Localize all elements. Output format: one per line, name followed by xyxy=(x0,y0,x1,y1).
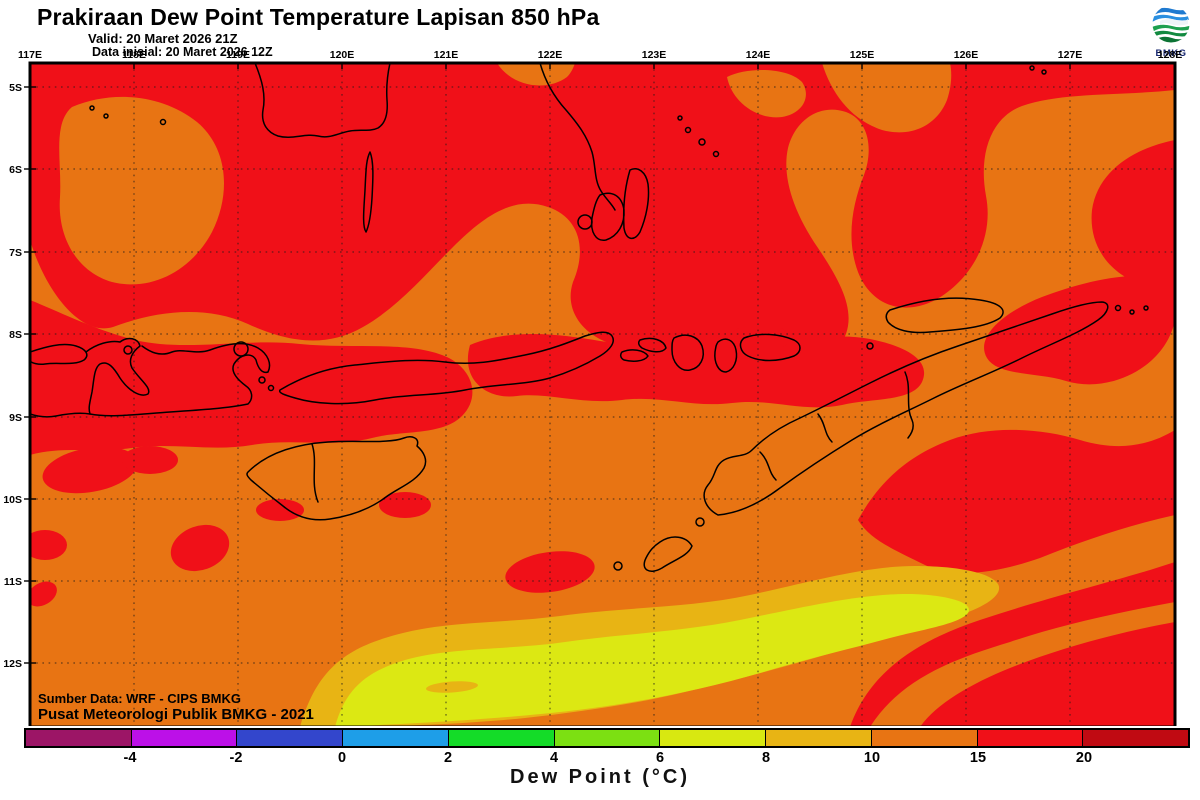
colorbar-tick: -2 xyxy=(229,750,243,766)
lat-label: 8S xyxy=(9,329,22,341)
graticule xyxy=(30,63,1175,726)
colorbar-segment xyxy=(766,730,872,746)
map-fill-layer xyxy=(30,63,1175,726)
lat-label: 12S xyxy=(3,658,22,670)
colorbar-tick: 8 xyxy=(761,750,771,766)
fill-red-band-east xyxy=(467,333,925,408)
colorbar-segment xyxy=(343,730,449,746)
colorbar-segment xyxy=(237,730,344,746)
lat-label: 6S xyxy=(9,164,22,176)
map-canvas: 117E 118E 119E 120E 121E 122E 123E 124E … xyxy=(3,49,1182,726)
lat-label: 9S xyxy=(9,412,22,424)
colorbar-tick: 20 xyxy=(1075,750,1093,766)
colorbar-segment xyxy=(660,730,767,746)
colorbar-ticks: -4 -2 0 2 4 6 8 10 15 20 xyxy=(24,750,1190,768)
fill-red-band-west xyxy=(30,300,473,455)
publisher-line: Pusat Meteorologi Publik BMKG - 2021 xyxy=(38,706,314,723)
lon-label: 120E xyxy=(330,49,355,61)
page-title: Prakiraan Dew Point Temperature Lapisan … xyxy=(37,4,600,30)
longitude-labels: 117E 118E 119E 120E 121E 122E 123E 124E … xyxy=(18,49,1182,61)
colorbar-segment xyxy=(871,730,978,746)
fill-red-right-upper xyxy=(1091,140,1175,295)
latitude-labels: 5S 6S 7S 8S 9S 10S 11S 12S xyxy=(3,82,22,670)
fill-yellow-core xyxy=(335,593,970,726)
lat-label: 11S xyxy=(4,576,22,588)
colorbar-tick: 6 xyxy=(655,750,665,766)
colorbar-tick: 0 xyxy=(337,750,347,766)
lon-label: 119E xyxy=(226,49,250,61)
colorbar-segment xyxy=(554,730,661,746)
lon-label: 122E xyxy=(538,49,563,61)
colorbar xyxy=(24,728,1190,748)
lon-label: 128E xyxy=(1158,49,1183,61)
colorbar-segment xyxy=(26,730,132,746)
bmkg-logo-label: BMKG xyxy=(1155,48,1187,59)
colorbar-tick: 15 xyxy=(969,750,987,766)
map-frame xyxy=(28,61,1177,726)
coastlines xyxy=(30,63,1149,572)
valid-time-label: Valid: 20 Maret 2026 21Z xyxy=(88,31,238,46)
colorbar-tick: 10 xyxy=(863,750,881,766)
fill-red-south-timor xyxy=(858,429,1175,574)
lon-label: 117E xyxy=(18,49,42,61)
bmkg-logo: BMKG xyxy=(1148,3,1194,59)
fill-golden-sliver xyxy=(426,681,478,693)
lon-label: 127E xyxy=(1058,49,1083,61)
init-time-label: Data inisial: 20 Maret 2026 12Z xyxy=(92,45,273,59)
colorbar-tick: 2 xyxy=(443,750,453,766)
lon-label: 118E xyxy=(122,49,146,61)
source-data-line: Sumber Data: WRF - CIPS BMKG xyxy=(38,691,241,706)
bmkg-logo-icon xyxy=(1152,5,1190,43)
fill-red-wetar xyxy=(984,275,1175,385)
colorbar-segment xyxy=(1083,730,1189,746)
lat-label: 7S xyxy=(9,247,22,259)
colorbar-segment xyxy=(131,730,238,746)
lat-label: 10S xyxy=(3,494,22,506)
colorbar-segment xyxy=(448,730,555,746)
colorbar-tick: -4 xyxy=(123,750,137,766)
lon-label: 126E xyxy=(954,49,979,61)
colorbar-title: Dew Point (°C) xyxy=(510,766,690,788)
fill-orange-streak xyxy=(870,602,1175,726)
lon-label: 121E xyxy=(434,49,459,61)
fill-red-top xyxy=(30,63,1175,364)
axis-ticks xyxy=(24,63,1071,664)
lat-label: 5S xyxy=(9,82,22,94)
lon-label: 123E xyxy=(642,49,667,61)
colorbar-tick: 4 xyxy=(549,750,559,766)
lon-label: 124E xyxy=(746,49,771,61)
colorbar-segment xyxy=(977,730,1084,746)
lon-label: 125E xyxy=(850,49,875,61)
